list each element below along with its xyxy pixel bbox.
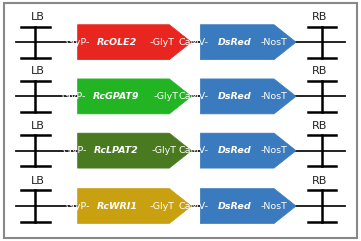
Text: -NosT: -NosT [261,146,288,155]
Text: RcLPAT2: RcLPAT2 [94,146,139,155]
Text: RB: RB [312,12,327,22]
Text: RB: RB [312,121,327,131]
Text: DsRed: DsRed [218,201,251,211]
Polygon shape [78,25,191,60]
Text: CaMV-: CaMV- [179,92,209,101]
Text: GlyP-: GlyP- [63,146,87,155]
Text: LB: LB [31,12,45,22]
Text: RcGPAT9: RcGPAT9 [93,92,140,101]
Polygon shape [200,79,296,114]
Text: LB: LB [31,121,45,131]
Text: CaMV-: CaMV- [179,38,209,47]
Polygon shape [78,188,191,224]
Text: RB: RB [312,176,327,186]
Polygon shape [200,133,296,168]
Text: DsRed: DsRed [218,146,251,155]
Polygon shape [78,79,191,114]
Text: GlyP-: GlyP- [66,38,90,47]
Text: RB: RB [312,67,327,76]
Text: RcOLE2: RcOLE2 [97,38,137,47]
Text: GlyP-: GlyP- [62,92,86,101]
Text: -GlyT: -GlyT [149,201,174,211]
Text: -NosT: -NosT [261,92,288,101]
Text: GlyP-: GlyP- [65,201,90,211]
Text: LB: LB [31,176,45,186]
Polygon shape [78,133,191,168]
Text: LB: LB [31,67,45,76]
Text: DsRed: DsRed [218,38,251,47]
Text: -GlyT: -GlyT [153,92,178,101]
Text: -NosT: -NosT [261,201,288,211]
Text: CaMV-: CaMV- [179,201,209,211]
Text: -NosT: -NosT [261,38,288,47]
Polygon shape [200,25,296,60]
Text: -GlyT: -GlyT [149,38,174,47]
Text: -GlyT: -GlyT [152,146,177,155]
Text: RcWRI1: RcWRI1 [97,201,138,211]
Text: DsRed: DsRed [218,92,251,101]
Text: CaMV-: CaMV- [179,146,209,155]
Polygon shape [200,188,296,224]
